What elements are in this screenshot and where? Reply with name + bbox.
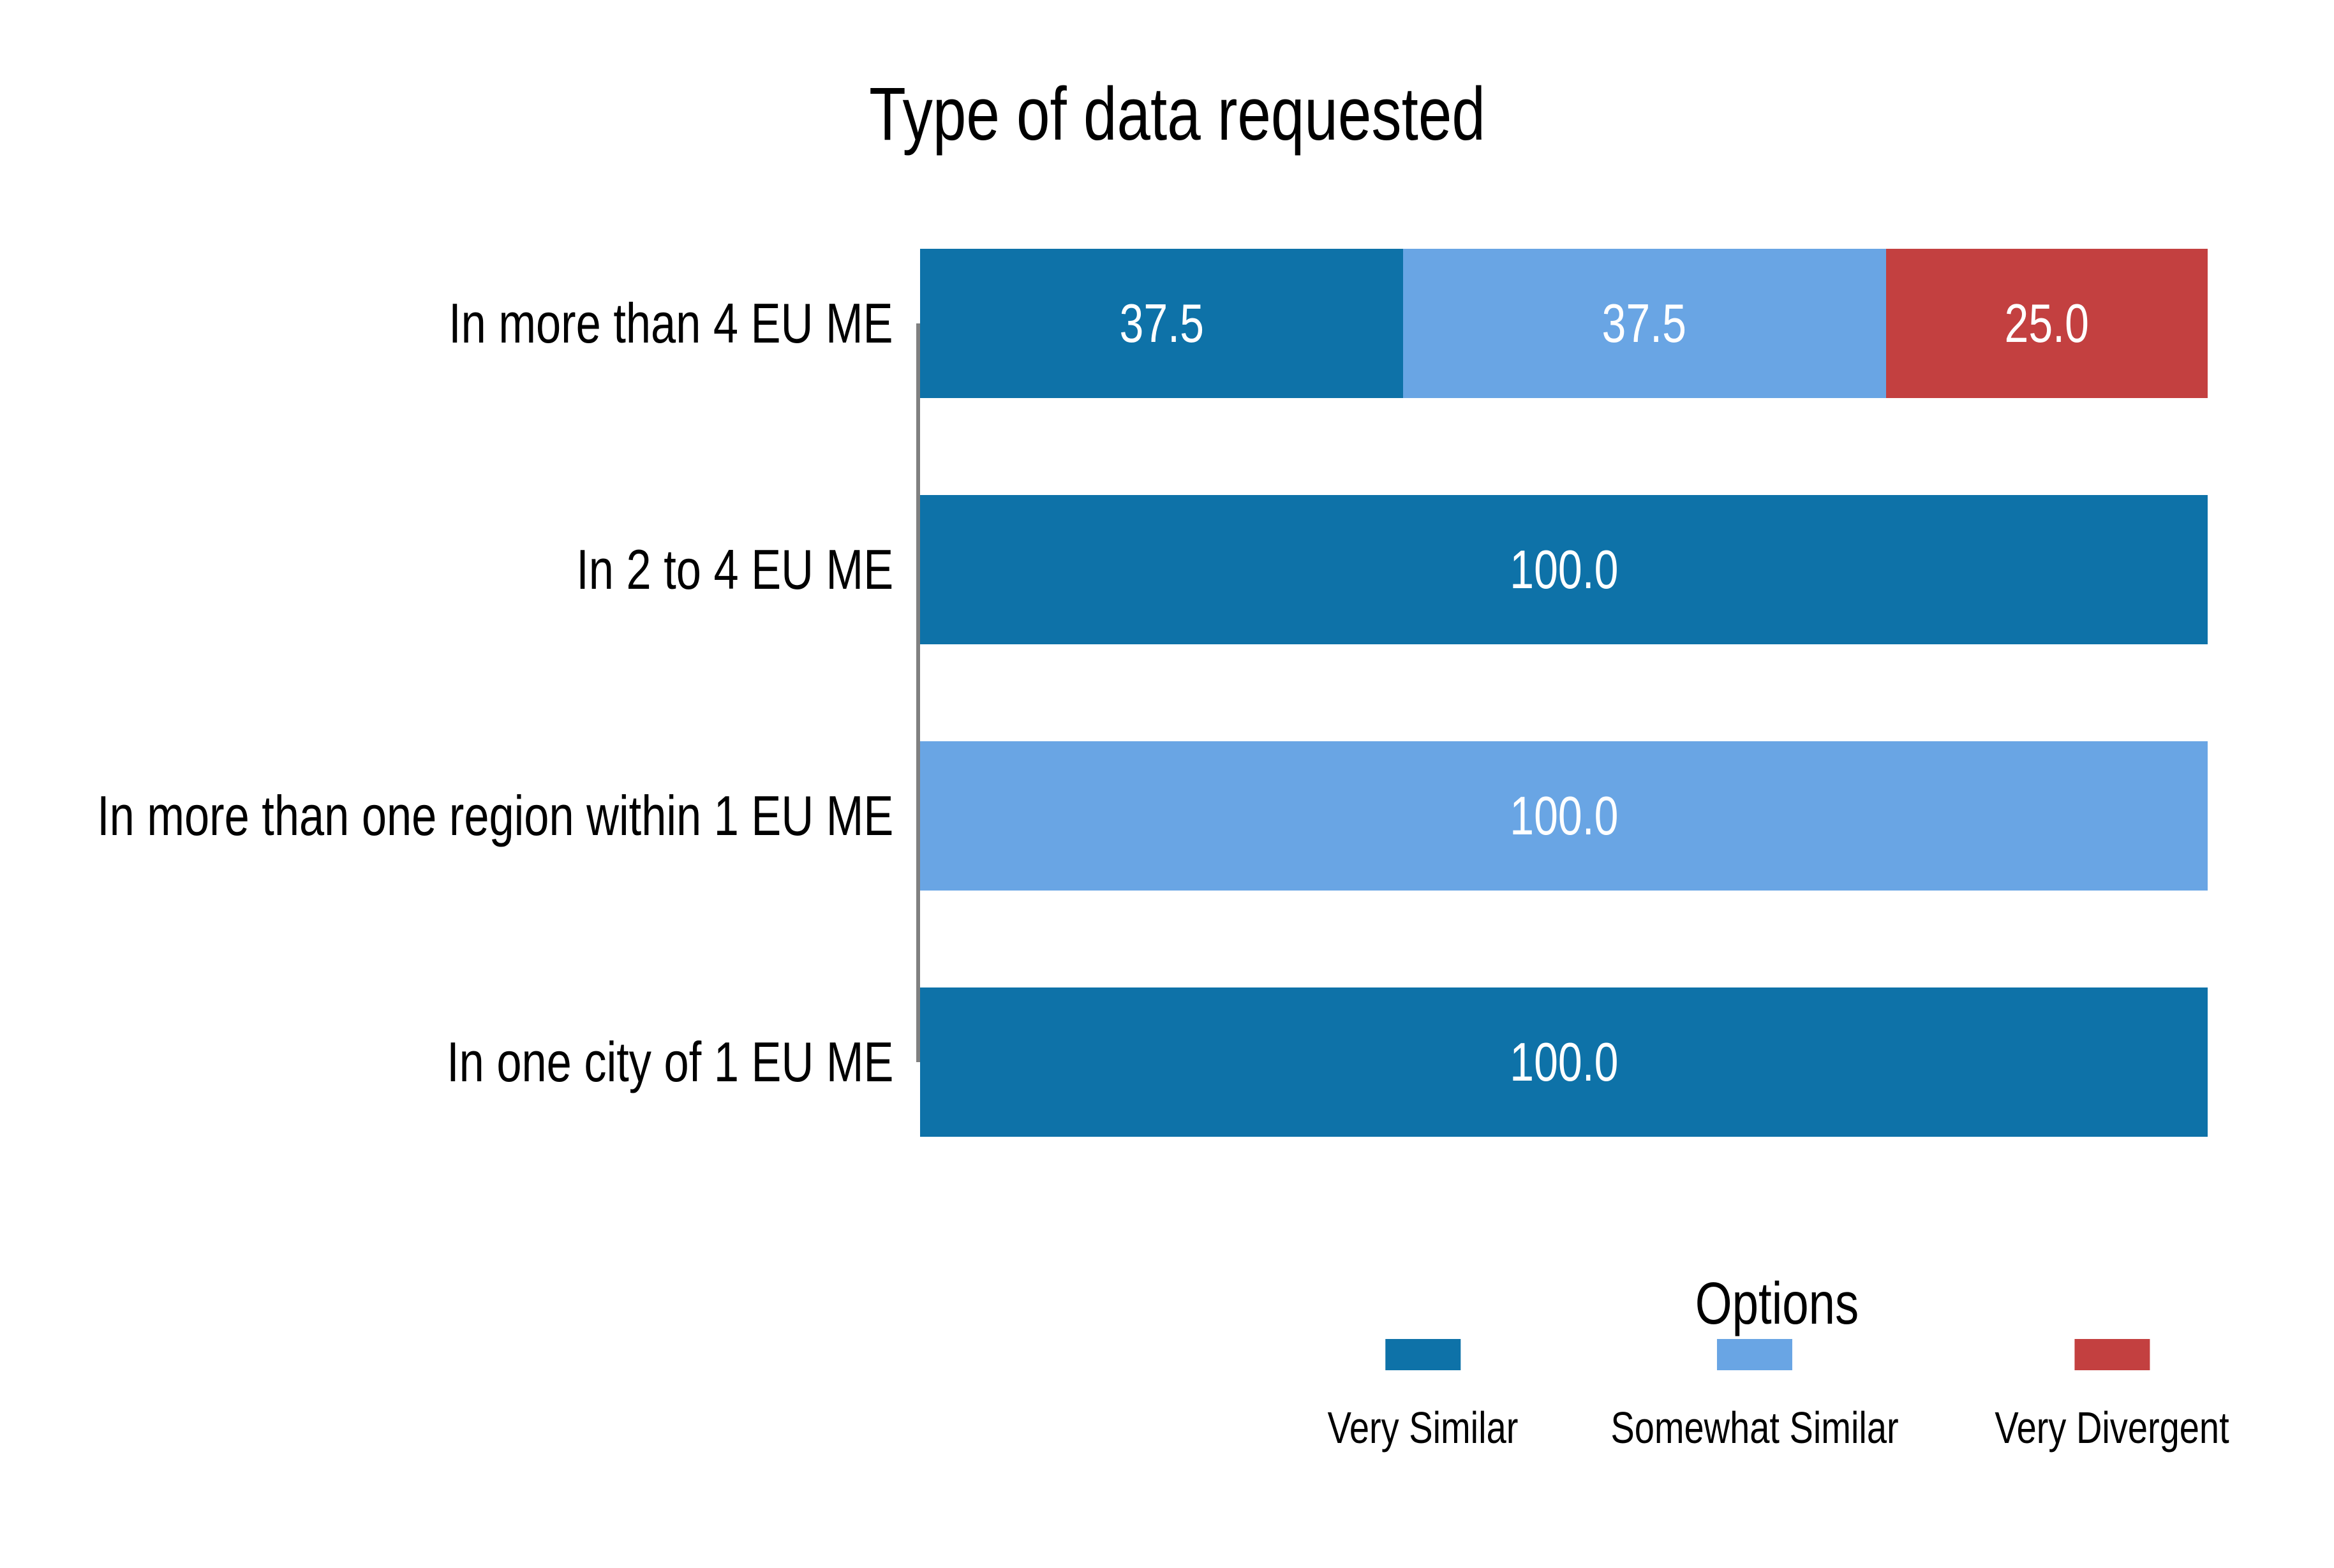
- bar-segment-somewhat-similar: 37.5: [1402, 249, 1886, 398]
- bar-segment-very-similar: 37.5: [920, 249, 1403, 398]
- legend-swatch: [2074, 1339, 2150, 1370]
- bar-row: 100.0: [920, 495, 2208, 644]
- bar-value-label: 100.0: [1509, 1032, 1619, 1093]
- bar-segment-somewhat-similar: 100.0: [920, 741, 2208, 891]
- bar-segment-very-divergent: 25.0: [1885, 249, 2208, 398]
- category-label: In 2 to 4 EU ME: [576, 538, 893, 601]
- chart-title-text: Type of data requested: [869, 72, 1485, 156]
- bar-row: 37.5 37.5 25.0: [920, 249, 2208, 398]
- y-axis-line: [916, 323, 920, 1062]
- category-label: In more than 4 EU ME: [449, 292, 893, 355]
- plot-area: In more than 4 EU ME 37.5 37.5 25.0 In 2 to …: [96, 249, 2208, 1137]
- bar-value-label: 100.0: [1509, 785, 1619, 847]
- legend-item-very-divergent: Very Divergent: [1965, 1339, 2258, 1454]
- legend-title: Options: [1675, 1268, 1880, 1340]
- legend-label: Very Divergent: [1995, 1403, 2229, 1453]
- bar-value-label: 25.0: [2004, 293, 2089, 354]
- bar-value-label: 37.5: [1602, 293, 1687, 354]
- bar-value-label: 37.5: [1119, 293, 1204, 354]
- legend-label: Very Similar: [1327, 1403, 1519, 1453]
- bar-segment-very-similar: 100.0: [920, 495, 2208, 644]
- legend-swatch: [1385, 1339, 1461, 1370]
- bar-row: 100.0: [920, 987, 2208, 1137]
- legend-swatch: [1716, 1339, 1792, 1370]
- legend-item-very-similar: Very Similar: [1304, 1339, 1542, 1454]
- bar-segment-very-similar: 100.0: [920, 987, 2208, 1137]
- legend-title-text: Options: [1695, 1270, 1859, 1336]
- legend-label: Somewhat Similar: [1610, 1403, 1899, 1453]
- bar-row: 100.0: [920, 741, 2208, 891]
- bar-value-label: 100.0: [1509, 539, 1619, 600]
- chart-title: Type of data requested: [792, 70, 1562, 160]
- category-label: In more than one region within 1 EU ME: [96, 784, 893, 847]
- legend-item-somewhat-similar: Somewhat Similar: [1575, 1339, 1935, 1454]
- category-label: In one city of 1 EU ME: [446, 1030, 893, 1093]
